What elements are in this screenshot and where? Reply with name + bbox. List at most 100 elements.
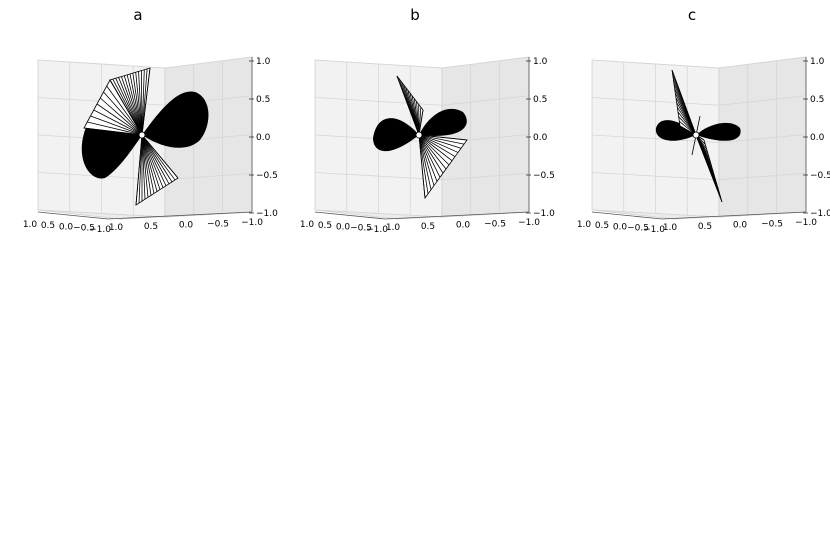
mesh-line [141, 134, 152, 196]
y-tick-label: −1.0 [795, 218, 817, 228]
x-tick-label: −1.0 [643, 225, 665, 235]
grid-line [164, 172, 253, 181]
z-tick-label: −1.0 [256, 209, 278, 219]
mesh-line [135, 72, 143, 136]
panel-title: b [410, 6, 420, 24]
mesh-line [141, 134, 149, 198]
mesh-line [135, 134, 143, 206]
surface-center [415, 131, 423, 139]
surface [655, 69, 741, 203]
mesh-line [96, 103, 143, 136]
x-tick-label: 1.0 [577, 220, 592, 230]
z-tick-label: 0.5 [533, 95, 547, 105]
x-tick-label: −0.5 [627, 224, 649, 234]
mesh-line [99, 97, 143, 136]
panel-title: c [688, 6, 696, 24]
mesh-line [418, 134, 435, 186]
dark-lobe [142, 91, 209, 148]
y-tick-label: 0.0 [179, 221, 194, 231]
mesh-line [141, 134, 167, 186]
y-tick-label: 0.5 [698, 222, 712, 232]
mesh-line [418, 134, 438, 182]
side-pane [441, 56, 530, 218]
grid-line [164, 56, 253, 69]
panel-title: a [133, 6, 142, 24]
mesh-line [123, 75, 143, 136]
x-tick-label: −0.5 [350, 224, 372, 234]
mesh-line [141, 134, 170, 184]
dark-lobe [373, 118, 419, 152]
mesh-line [418, 134, 426, 199]
mesh-line [418, 134, 465, 145]
mesh-line [418, 134, 450, 166]
mesh-line [677, 111, 697, 136]
y-tick-label: −0.5 [761, 219, 783, 229]
panels: a1.00.50.0−0.5−1.01.0 0.5 0.0 −0.5−1.01.0 0.… [23, 6, 830, 235]
grid-line [441, 95, 530, 106]
dark-lobe [419, 108, 467, 136]
dark-lobe [655, 120, 696, 141]
surface [81, 67, 209, 206]
mesh-line [418, 134, 432, 190]
grid-line [718, 134, 807, 143]
y-tick-label: 0.5 [421, 222, 435, 232]
x-tick-label: −1.0 [366, 225, 388, 235]
mesh-line [112, 78, 143, 136]
mesh-line [121, 76, 143, 136]
z-tick-label: −1.0 [533, 209, 555, 219]
z-tick-label: 1.0 [256, 57, 271, 67]
mesh-line [418, 134, 456, 157]
mesh-line [103, 91, 143, 136]
mesh-line [678, 116, 697, 136]
x-tick-label: 0.5 [41, 221, 55, 231]
mesh-line [118, 77, 143, 136]
mesh-line [87, 121, 143, 136]
grid-line [441, 56, 530, 69]
z-tick-label: −0.5 [810, 171, 830, 181]
mesh-line [418, 134, 468, 141]
mesh-line [418, 134, 441, 178]
mesh-line [83, 127, 143, 136]
mesh-line [141, 134, 173, 183]
x-axis-line [314, 211, 386, 220]
y-axis-line [384, 211, 530, 220]
mesh-line [418, 134, 444, 174]
grid-line [718, 172, 807, 181]
mesh-line [418, 134, 429, 194]
mesh-line [418, 134, 459, 153]
z-tick-label: 0.0 [810, 133, 825, 143]
mesh-line [679, 121, 697, 136]
mesh-line [141, 134, 179, 179]
z-tick-label: 1.0 [810, 57, 825, 67]
mesh-line [695, 134, 723, 203]
dark-lobe [696, 122, 741, 141]
mesh-line [418, 134, 447, 170]
mesh-line [138, 71, 143, 136]
mesh-line [115, 78, 143, 136]
surface [373, 75, 468, 200]
z-tick-label: −1.0 [810, 209, 830, 219]
surface-center [692, 131, 700, 139]
y-tick-label: 0.5 [144, 222, 158, 232]
mesh-line [141, 69, 145, 136]
x-tick-label: 0.5 [318, 221, 332, 231]
x-tick-label: −1.0 [89, 225, 111, 235]
x-axis-line [591, 211, 663, 220]
mesh-line [141, 68, 148, 136]
grid-line [441, 172, 530, 181]
x-tick-label: −0.5 [73, 224, 95, 234]
grid-line [718, 56, 807, 69]
mesh-line [93, 109, 143, 136]
mesh-line [141, 134, 158, 192]
mesh-line [141, 70, 143, 136]
y-tick-label: 1.0 [109, 223, 124, 233]
mesh-line [126, 74, 143, 136]
mesh-line [141, 67, 151, 136]
y-tick-label: 0.0 [456, 221, 471, 231]
z-tick-label: 0.0 [256, 133, 271, 143]
z-tick-label: 0.5 [256, 95, 270, 105]
y-tick-label: 1.0 [663, 223, 678, 233]
mesh-line [418, 134, 462, 149]
x-axis-line [37, 211, 109, 220]
mesh-line [418, 134, 453, 162]
